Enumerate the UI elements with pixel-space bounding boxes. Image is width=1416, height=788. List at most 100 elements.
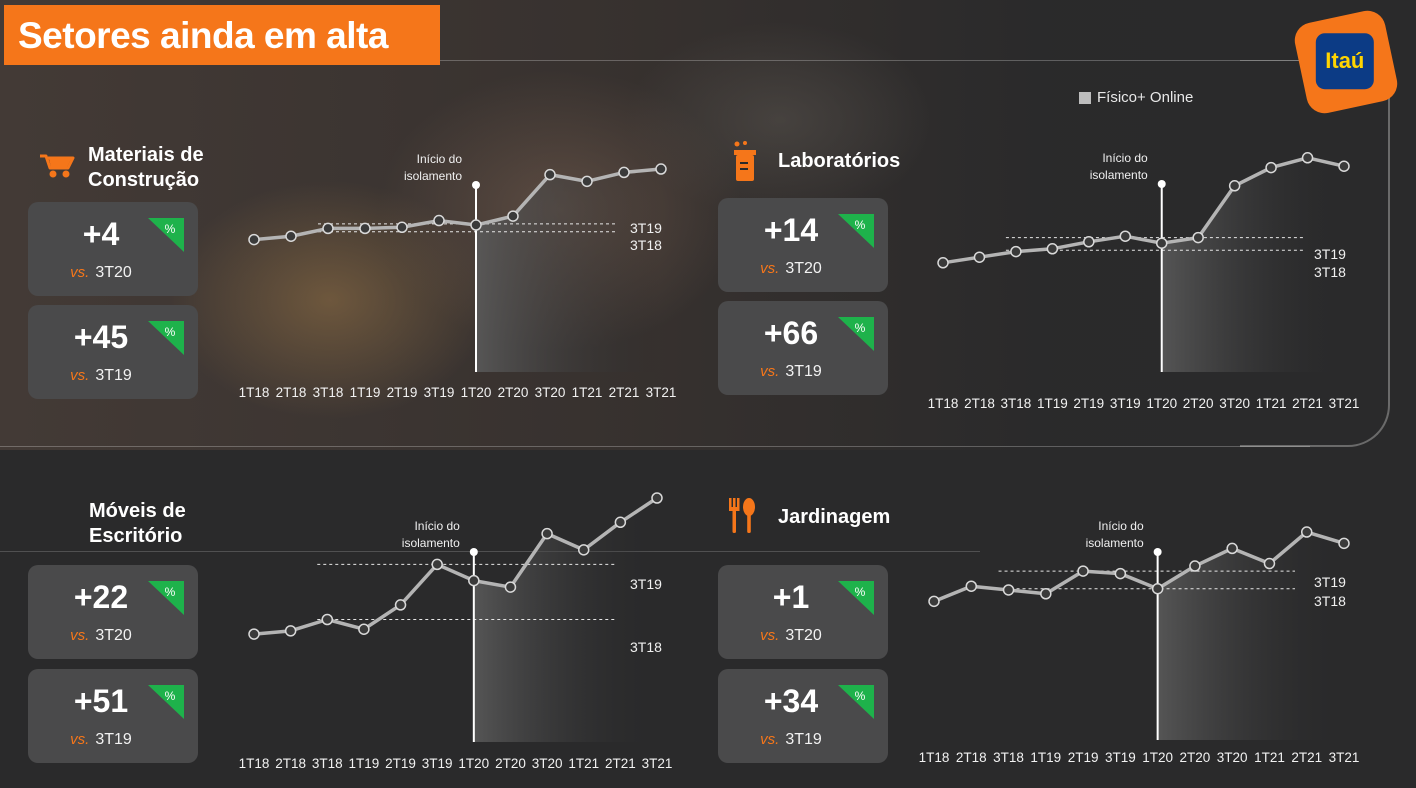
stat-ref: 3T19 — [785, 731, 822, 748]
x-tick-label: 2T21 — [605, 756, 636, 771]
x-tick-label: 3T20 — [1217, 750, 1248, 765]
stat-comparison: vs. 3T20 — [718, 627, 864, 645]
x-tick-label: 2T20 — [1180, 750, 1211, 765]
stat-card: +4 vs. 3T20 % — [28, 202, 198, 296]
stat-comparison: vs. 3T19 — [718, 731, 864, 749]
x-tick-label: 2T19 — [1068, 750, 1099, 765]
x-tick-label: 1T21 — [1254, 750, 1285, 765]
x-tick-label: 3T19 — [1105, 750, 1136, 765]
stat-value: +34 — [763, 683, 819, 719]
data-point — [1040, 588, 1052, 600]
percent-badge-icon: % — [148, 685, 184, 719]
badge-text: % — [855, 689, 866, 703]
x-tick-label: 1T19 — [349, 756, 380, 771]
sector-title-line: Escritório — [89, 525, 183, 547]
stat-ref: 3T20 — [785, 260, 822, 277]
x-tick-label: 3T21 — [1329, 750, 1360, 765]
divider-top — [440, 60, 1340, 61]
data-point — [541, 527, 553, 540]
stat-ref: 3T20 — [95, 264, 132, 281]
vs-label: vs. — [70, 367, 90, 384]
percent-badge-icon: % — [148, 581, 184, 615]
x-tick-label: 3T18 — [312, 756, 343, 771]
reference-label: 3T18 — [1314, 593, 1346, 609]
reference-label: 3T19 — [1314, 574, 1346, 590]
stat-ref: 3T20 — [785, 627, 822, 644]
sector-title-jardinagem: Jardinagem — [778, 505, 890, 530]
x-tick-label: 3T18 — [993, 750, 1024, 765]
stat-ref: 3T19 — [785, 363, 822, 380]
section-frame — [1240, 60, 1390, 447]
x-tick-label: 1T21 — [568, 756, 599, 771]
percent-badge-icon: % — [148, 218, 184, 252]
vs-label: vs. — [70, 264, 90, 281]
data-point — [651, 492, 663, 504]
isolation-label: isolamento — [402, 536, 460, 550]
page-title: Setores ainda em alta — [18, 15, 388, 56]
data-point — [1300, 526, 1313, 538]
x-tick-label: 1T18 — [239, 756, 270, 771]
divider-middle — [0, 446, 1310, 447]
data-point — [321, 613, 334, 626]
isolation-label: Início do — [1098, 519, 1144, 533]
data-point — [1151, 582, 1164, 595]
stat-value: +45 — [73, 319, 129, 355]
x-tick-label: 2T18 — [275, 756, 306, 771]
x-tick-label: 2T19 — [385, 756, 416, 771]
data-point — [1114, 567, 1127, 580]
post-isolation-shade — [473, 498, 657, 742]
vs-label: vs. — [760, 627, 780, 644]
reference-label: 3T19 — [630, 576, 662, 592]
vs-label: vs. — [760, 363, 780, 380]
stat-value: +51 — [73, 683, 129, 719]
stat-comparison: vs. 3T20 — [28, 627, 174, 645]
data-point — [248, 628, 260, 640]
vs-label: vs. — [70, 627, 90, 644]
percent-badge-icon: % — [838, 685, 874, 719]
sector-title-materiais: Materiais de Construção — [88, 143, 204, 193]
isolation-label: isolamento — [1086, 536, 1144, 550]
stat-ref: 3T20 — [95, 627, 132, 644]
series-line — [253, 496, 658, 636]
percent-badge-icon: % — [838, 317, 874, 351]
garden-tools-icon — [729, 498, 755, 533]
data-point — [965, 580, 978, 592]
x-tick-label: 1T19 — [1030, 750, 1061, 765]
sector-title-line: Móveis de — [89, 500, 186, 522]
data-point — [1189, 560, 1201, 572]
badge-text: % — [165, 689, 176, 703]
stat-value: +14 — [763, 212, 819, 248]
stat-card: +34 vs. 3T19 % — [718, 669, 888, 763]
stat-card: +22 vs. 3T20 % — [28, 565, 198, 659]
series-line — [933, 530, 1345, 603]
vs-label: vs. — [70, 731, 90, 748]
x-tick-label: 1T20 — [1142, 750, 1173, 765]
badge-text: % — [165, 325, 176, 339]
reference-label: 3T18 — [630, 639, 662, 655]
logo-badge: Itaú — [1315, 33, 1374, 90]
sector-title-line: Laboratórios — [778, 150, 901, 172]
stat-comparison: vs. 3T20 — [28, 264, 174, 282]
data-point — [358, 623, 370, 635]
stat-card: +51 vs. 3T19 % — [28, 669, 198, 763]
logo-text: Itaú — [1325, 48, 1365, 74]
x-tick-label: 1T18 — [919, 750, 950, 765]
data-point — [614, 516, 627, 529]
data-point — [928, 595, 940, 608]
stat-card: +14 vs. 3T20 % — [718, 198, 888, 292]
data-point — [504, 581, 517, 593]
isolation-label: Início do — [414, 519, 460, 533]
x-tick-label: 1T20 — [458, 756, 489, 771]
x-tick-label: 3T20 — [532, 756, 563, 771]
x-tick-label: 2T18 — [956, 750, 987, 765]
badge-text: % — [855, 321, 866, 335]
stat-value: +4 — [82, 216, 120, 252]
data-point — [577, 544, 590, 556]
data-point — [1002, 584, 1015, 596]
percent-badge-icon: % — [148, 321, 184, 355]
stat-value: +1 — [772, 579, 810, 615]
background-photo — [0, 0, 1416, 450]
percent-badge-icon: % — [838, 214, 874, 248]
stat-ref: 3T19 — [95, 367, 132, 384]
data-point — [1226, 542, 1238, 555]
